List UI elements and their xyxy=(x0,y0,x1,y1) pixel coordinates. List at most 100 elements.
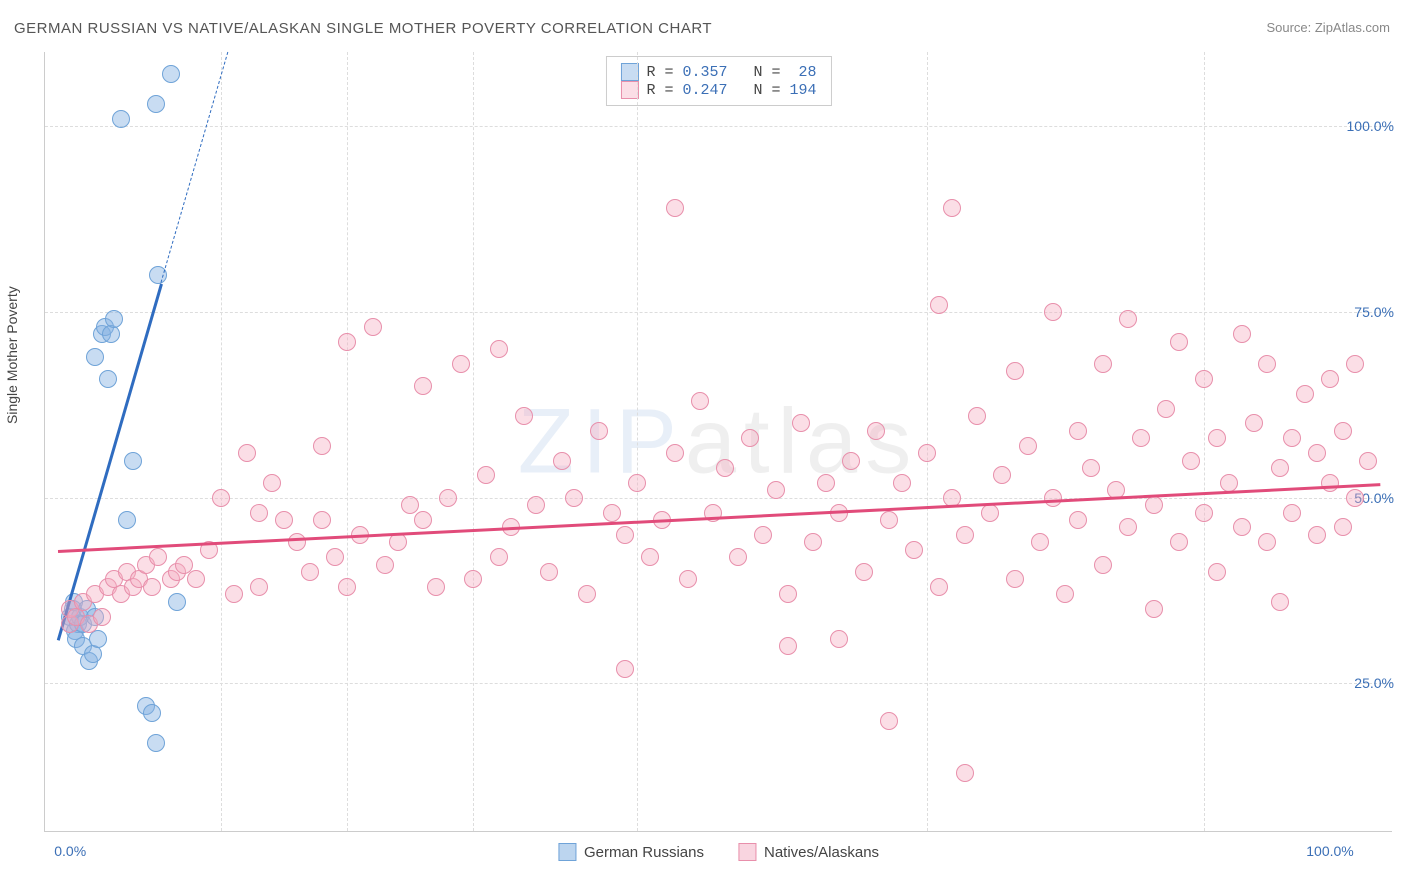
data-point xyxy=(1006,570,1024,588)
data-point xyxy=(1195,370,1213,388)
data-point xyxy=(930,578,948,596)
data-point xyxy=(1283,429,1301,447)
data-point xyxy=(1019,437,1037,455)
data-point xyxy=(792,414,810,432)
data-point xyxy=(389,533,407,551)
data-point xyxy=(1334,518,1352,536)
legend-swatch xyxy=(558,843,576,861)
data-point xyxy=(143,578,161,596)
data-point xyxy=(1283,504,1301,522)
data-point xyxy=(149,548,167,566)
legend-swatch xyxy=(738,843,756,861)
data-point xyxy=(105,310,123,328)
data-point xyxy=(1346,489,1364,507)
data-point xyxy=(313,511,331,529)
watermark: ZIPatlas xyxy=(518,389,919,494)
y-tick-label: 75.0% xyxy=(1354,304,1394,320)
data-point xyxy=(1308,444,1326,462)
data-point xyxy=(1321,474,1339,492)
data-point xyxy=(250,504,268,522)
data-point xyxy=(401,496,419,514)
correlation-legend: R = 0.357 N = 28R = 0.247 N = 194 xyxy=(605,56,831,106)
data-point xyxy=(1044,303,1062,321)
data-point xyxy=(1069,422,1087,440)
data-point xyxy=(313,437,331,455)
data-point xyxy=(1195,504,1213,522)
gridline-vertical xyxy=(1204,52,1205,831)
data-point xyxy=(830,630,848,648)
data-point xyxy=(842,452,860,470)
trend-line-extrapolation xyxy=(160,52,228,283)
legend-row: R = 0.247 N = 194 xyxy=(620,81,816,99)
data-point xyxy=(691,392,709,410)
data-point xyxy=(1182,452,1200,470)
gridline-vertical xyxy=(473,52,474,831)
data-point xyxy=(666,199,684,217)
data-point xyxy=(754,526,772,544)
data-point xyxy=(956,764,974,782)
data-point xyxy=(143,704,161,722)
data-point xyxy=(1170,533,1188,551)
legend-item: Natives/Alaskans xyxy=(738,843,879,861)
data-point xyxy=(1308,526,1326,544)
data-point xyxy=(956,526,974,544)
gridline-vertical xyxy=(347,52,348,831)
x-tick-label: 100.0% xyxy=(1306,843,1353,859)
data-point xyxy=(930,296,948,314)
data-point xyxy=(880,712,898,730)
data-point xyxy=(981,504,999,522)
data-point xyxy=(1258,533,1276,551)
data-point xyxy=(175,556,193,574)
data-point xyxy=(1082,459,1100,477)
gridline-horizontal xyxy=(45,312,1392,313)
data-point xyxy=(578,585,596,603)
data-point xyxy=(1321,370,1339,388)
legend-label: Natives/Alaskans xyxy=(764,844,879,861)
data-point xyxy=(1245,414,1263,432)
gridline-vertical xyxy=(221,52,222,831)
data-point xyxy=(1296,385,1314,403)
data-point xyxy=(187,570,205,588)
data-point xyxy=(452,355,470,373)
data-point xyxy=(1094,556,1112,574)
data-point xyxy=(338,333,356,351)
data-point xyxy=(817,474,835,492)
data-point xyxy=(1233,518,1251,536)
data-point xyxy=(212,489,230,507)
legend-label: German Russians xyxy=(584,844,704,861)
data-point xyxy=(918,444,936,462)
data-point xyxy=(1056,585,1074,603)
data-point xyxy=(767,481,785,499)
gridline-vertical xyxy=(927,52,928,831)
data-point xyxy=(162,65,180,83)
data-point xyxy=(250,578,268,596)
data-point xyxy=(1233,325,1251,343)
data-point xyxy=(376,556,394,574)
data-point xyxy=(427,578,445,596)
data-point xyxy=(855,563,873,581)
data-point xyxy=(616,660,634,678)
data-point xyxy=(477,466,495,484)
gridline-horizontal xyxy=(45,126,1392,127)
source-link[interactable]: ZipAtlas.com xyxy=(1315,20,1390,35)
data-point xyxy=(464,570,482,588)
data-point xyxy=(1157,400,1175,418)
gridline-vertical xyxy=(637,52,638,831)
x-tick-label: 0.0% xyxy=(54,843,86,859)
data-point xyxy=(603,504,621,522)
data-point xyxy=(716,459,734,477)
data-point xyxy=(553,452,571,470)
data-point xyxy=(729,548,747,566)
data-point xyxy=(527,496,545,514)
data-point xyxy=(1170,333,1188,351)
data-point xyxy=(414,511,432,529)
data-point xyxy=(679,570,697,588)
data-point xyxy=(1334,422,1352,440)
data-point xyxy=(540,563,558,581)
y-axis-label: Single Mother Poverty xyxy=(4,286,20,424)
data-point xyxy=(628,474,646,492)
data-point xyxy=(1031,533,1049,551)
data-point xyxy=(893,474,911,492)
data-point xyxy=(225,585,243,603)
data-point xyxy=(118,511,136,529)
